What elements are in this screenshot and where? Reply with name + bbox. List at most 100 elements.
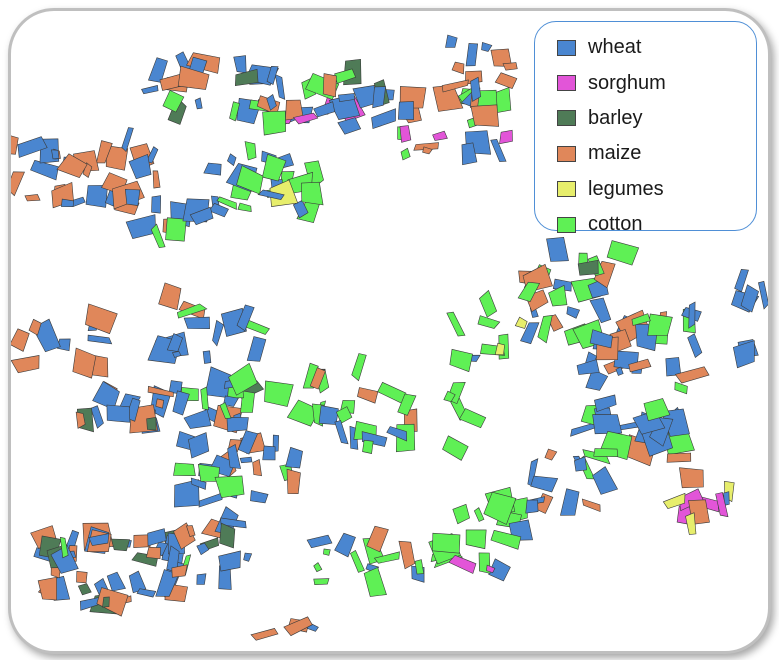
field-parcel-maize (147, 385, 174, 398)
field-parcel-cotton (335, 406, 353, 424)
field-parcel-cotton (643, 398, 671, 422)
field-parcel-maize (544, 448, 558, 461)
field-parcel-wheat (589, 297, 612, 324)
field-parcel-wheat (445, 34, 458, 48)
field-parcel-wheat (196, 573, 207, 585)
field-parcel-legumes (269, 179, 299, 207)
field-parcel-wheat (183, 316, 210, 330)
field-parcel-maize (322, 73, 337, 98)
field-parcel-wheat (585, 369, 609, 391)
field-map[interactable] (11, 11, 768, 651)
field-parcel-wheat (220, 307, 247, 337)
legumes-swatch (557, 181, 576, 198)
field-parcel-wheat (386, 426, 408, 442)
field-parcel-cotton (216, 196, 237, 210)
field-parcel-cotton (446, 311, 466, 337)
field-parcel-cotton (373, 551, 400, 564)
field-parcel-maize (250, 628, 279, 641)
field-parcel-wheat (188, 432, 210, 459)
field-parcel-wheat (520, 322, 540, 345)
field-parcel-cotton (458, 408, 487, 429)
field-parcel-wheat (465, 43, 479, 67)
field-parcel-maize (173, 522, 196, 550)
map-legend: wheat sorghum barley maize legumes cotto… (534, 21, 757, 235)
field-parcel-wheat (106, 571, 126, 592)
field-parcel-maize (171, 564, 188, 578)
field-parcel-wheat (223, 395, 239, 407)
field-parcel-maize (155, 398, 165, 409)
field-parcel-maize (146, 546, 161, 560)
field-parcel-sorghum (499, 129, 513, 145)
field-parcel-cotton (313, 578, 330, 586)
field-parcel-wheat (250, 490, 269, 504)
field-parcel-maize (96, 587, 129, 617)
field-parcel-maize (96, 140, 113, 164)
field-parcel-maize (441, 79, 469, 93)
field-parcel-wheat (481, 42, 493, 52)
field-parcel-sorghum (432, 130, 448, 141)
field-parcel-wheat (560, 488, 580, 516)
field-parcel-cotton (262, 153, 287, 182)
field-parcel-sorghum (292, 112, 319, 125)
legend-item-wheat: wheat (557, 30, 756, 65)
field-parcel-wheat (490, 138, 507, 162)
field-parcel-wheat (470, 76, 482, 102)
field-parcel-wheat (90, 405, 104, 429)
field-parcel-wheat (461, 142, 478, 166)
legend-label: cotton (588, 213, 643, 236)
field-parcel-cotton (237, 202, 252, 213)
field-parcel-wheat (285, 446, 303, 469)
field-parcel-cotton (228, 362, 258, 396)
field-parcel-cotton (432, 532, 461, 554)
field-parcel-maize (75, 411, 86, 429)
field-parcel-cotton (351, 353, 367, 382)
field-parcel-cotton (362, 439, 374, 454)
field-parcel-maize (11, 135, 19, 155)
field-parcel-wheat (337, 117, 362, 135)
field-parcel-wheat (266, 65, 279, 85)
field-parcel-barley (219, 522, 236, 549)
field-parcel-wheat (202, 350, 212, 364)
field-parcel-wheat (189, 206, 214, 226)
field-parcel-maize (628, 358, 652, 373)
field-parcel-maize (56, 153, 88, 178)
wheat-swatch (557, 39, 576, 56)
field-parcel-maize (185, 525, 196, 537)
field-parcel-cotton (442, 435, 469, 461)
field-parcel-maize (502, 62, 518, 71)
field-parcel-wheat (128, 570, 147, 594)
field-parcel-cotton (449, 348, 473, 373)
field-parcel-wheat (61, 198, 74, 208)
field-parcel-cotton (59, 536, 69, 559)
field-parcel-wheat (594, 394, 617, 412)
field-parcel-sorghum (486, 564, 496, 573)
field-parcel-cotton (214, 475, 245, 499)
field-parcel-cotton (350, 549, 365, 573)
field-parcel-wheat (208, 202, 229, 218)
field-parcel-wheat (732, 340, 755, 369)
field-parcel-cotton (473, 507, 485, 522)
field-parcel-wheat (338, 93, 356, 103)
field-parcel-cotton (593, 448, 619, 458)
field-parcel-wheat (262, 445, 276, 461)
field-parcel-cotton (483, 491, 517, 525)
field-parcel-wheat (566, 306, 581, 319)
field-parcel-wheat (243, 552, 253, 562)
field-parcel-wheat (758, 280, 768, 310)
field-parcel-cotton (517, 281, 541, 302)
field-parcel-barley (77, 583, 92, 596)
field-parcel-cotton (236, 165, 264, 195)
field-parcel-wheat (17, 136, 48, 158)
field-parcel-maize (413, 142, 439, 151)
field-parcel-cotton (606, 240, 640, 266)
field-parcel-cotton (176, 303, 208, 319)
field-parcel-maize (177, 65, 210, 90)
field-parcel-cotton (219, 402, 232, 419)
field-parcel-wheat (172, 390, 190, 416)
field-parcel-cotton (200, 386, 209, 411)
field-parcel-cotton (229, 101, 240, 122)
field-parcel-maize (451, 61, 465, 75)
field-parcel-wheat (334, 420, 349, 445)
field-parcel-maize (674, 366, 710, 384)
field-parcel-wheat (371, 108, 396, 130)
